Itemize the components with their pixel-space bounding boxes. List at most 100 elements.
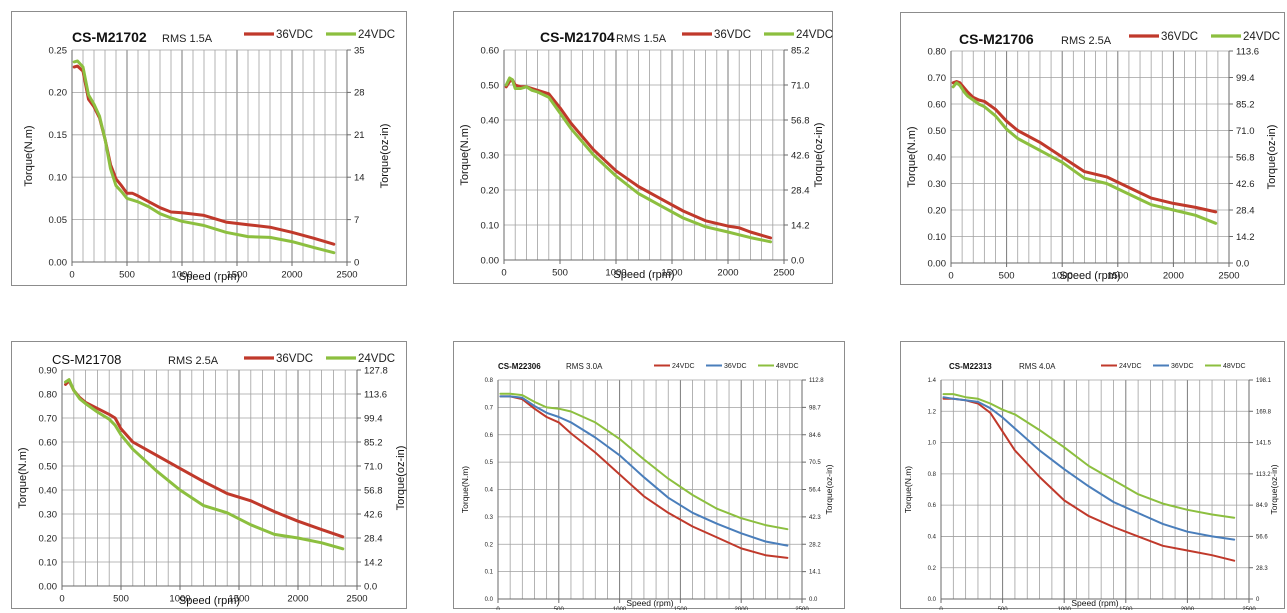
y-tick-label: 0.30 (39, 509, 58, 520)
legend-label-36vdc: 36VDC (1161, 31, 1198, 43)
y2-tick-label: 169.8 (1256, 409, 1272, 415)
x-tick-label: 2000 (287, 594, 308, 605)
series-line-36vdc (942, 396, 1236, 541)
x-tick-label: 2000 (1163, 271, 1184, 282)
y2-tick-label: 56.8 (791, 115, 810, 126)
y-tick-label: 0.25 (49, 45, 68, 56)
chart-subtitle: RMS 2.5A (1061, 35, 1112, 47)
chart-3-svg: 0.00 0.0 0.10 14.2 0.20 28.4 0.30 42.6 0.40 56.8 0… (906, 31, 1280, 282)
series-line-36vdc (951, 80, 1218, 214)
x-tick-label: 500 (119, 270, 135, 281)
x-tick-label: 2000 (281, 270, 302, 281)
y2-tick-label: 71.0 (1236, 126, 1255, 137)
y2-tick-label: 113.6 (364, 389, 387, 400)
legend-label-36vdc: 36VDC (276, 29, 313, 41)
grid-lines (71, 49, 348, 263)
x-tick-label: 0 (948, 271, 953, 282)
chart-title: CS-M21704 (540, 29, 615, 45)
y2-tick-label: 112.8 (809, 378, 824, 384)
y-tick-label: 0.6 (928, 503, 937, 509)
y2-axis-title: Torque(oz-in) (824, 464, 834, 514)
x-tick-label: 0 (69, 270, 74, 281)
x-tick-label: 1500 (661, 268, 682, 279)
x-tick-label: 2500 (1218, 271, 1239, 282)
legend-label-24vdc: 24VDC (672, 363, 695, 370)
x-tick-label: 2000 (717, 268, 738, 279)
y-tick-label: 0.20 (928, 205, 947, 216)
chart-6-svg: 0.0 0 0.2 28.3 0.4 56.6 0.6 84.9 0.8 113.2 1.0 141.… (903, 362, 1279, 610)
y2-tick-label: 141.5 (1256, 441, 1272, 447)
y-tick-label: 0.10 (39, 557, 58, 568)
y-tick-label: 0.00 (39, 581, 58, 592)
y2-tick-label: 42.6 (364, 509, 383, 520)
x-axis-title: Speed (rpm) (179, 595, 240, 607)
y-tick-label: 0.40 (39, 485, 58, 496)
legend-label-36vdc: 36VDC (724, 363, 747, 370)
y2-tick-label: 14.2 (791, 220, 810, 231)
y2-tick-label: 84.9 (1256, 503, 1268, 509)
chart-subtitle: RMS 4.0A (1019, 362, 1056, 371)
y-tick-label: 0.60 (928, 99, 947, 110)
x-tick-label: 1000 (169, 594, 190, 605)
series-line-36vdc (504, 78, 773, 240)
x-tick-label: 0 (496, 607, 500, 610)
y2-tick-label: 21 (354, 130, 365, 141)
legend-label-48vdc: 48VDC (776, 363, 799, 370)
y2-tick-label: 56.8 (1236, 152, 1255, 163)
y2-tick-label: 14.2 (364, 557, 383, 568)
y2-tick-label: 84.6 (809, 433, 821, 439)
y-tick-label: 0.8 (928, 472, 937, 478)
y-tick-label: 0.00 (49, 257, 68, 268)
chart-2-svg: 0.00 0.0 0.10 14.2 0.20 28.4 0.30 42.6 0.40 56.8 0… (459, 29, 833, 281)
y-tick-label: 0.2 (928, 566, 937, 572)
y-tick-label: 0.50 (928, 126, 947, 137)
y2-tick-label: 198.1 (1256, 378, 1272, 384)
x-axis-title: Speed (rpm) (613, 269, 674, 281)
y-tick-label: 0.30 (481, 150, 500, 161)
x-tick-label: 1000 (1058, 607, 1072, 610)
chart-cs-m21706: 0.00 0.0 0.10 14.2 0.20 28.4 0.30 42.6 0.40 56.8 0… (900, 12, 1285, 285)
series-line-24vdc (499, 395, 789, 559)
chart-title: CS-M21708 (52, 352, 121, 367)
y2-tick-label: 28.4 (364, 533, 383, 544)
legend-label-24vdc: 24VDC (796, 29, 833, 41)
y2-tick-label: 42.6 (791, 150, 810, 161)
legend-label-36vdc: 36VDC (1171, 363, 1194, 370)
y-tick-label: 1.2 (928, 409, 937, 415)
x-tick-label: 1500 (1119, 607, 1133, 610)
y2-tick-label: 113.6 (1236, 46, 1259, 57)
y-tick-label: 0.10 (928, 232, 947, 243)
y-tick-label: 0.20 (49, 88, 68, 99)
chart-1-svg: 0.00 00.05 70.10 140.15 210.20 280.25 350 500 10… (23, 29, 395, 283)
y-axis-title: Torque(N.m) (23, 125, 35, 186)
series-line-24vdc (504, 76, 773, 244)
y2-axis-title: Torque(oz-in) (379, 124, 391, 189)
y-tick-label: 0.10 (49, 173, 68, 184)
y-tick-label: 0.2 (485, 542, 494, 548)
y-axis-title: Torque(N.m) (459, 124, 471, 185)
grid-lines (61, 369, 358, 587)
grid-lines (950, 50, 1230, 264)
chart-5-svg: 0.0 0.0 0.1 14.1 0.2 28.2 0.3 42.3 0.4 56.4 0.5 70.… (460, 362, 834, 610)
y-tick-label: 0.60 (481, 45, 500, 56)
series-line-48vdc (499, 392, 789, 531)
x-tick-label: 1500 (228, 594, 249, 605)
x-tick-label: 1000 (605, 268, 626, 279)
series-line-24vdc (951, 81, 1218, 225)
y2-tick-label: 7 (354, 215, 359, 226)
series-line-24vdc (64, 378, 345, 551)
y-tick-label: 0.6 (485, 433, 494, 439)
chart-title: CS-M21702 (72, 29, 147, 45)
x-axis-title: Speed (rpm) (626, 598, 673, 608)
y2-axis-title: Torque(oz-in) (1269, 464, 1279, 514)
chart-4-svg: 0.00 0.0 0.10 14.2 0.20 28.4 0.30 42.6 0.40 56.8 0… (17, 352, 407, 607)
y-tick-label: 0.40 (928, 152, 947, 163)
y-tick-label: 0.7 (485, 405, 494, 411)
x-tick-label: 2500 (773, 268, 794, 279)
grid-lines (497, 379, 803, 600)
y2-tick-label: 28.4 (791, 185, 810, 196)
chart-subtitle: RMS 3.0A (566, 362, 603, 371)
chart-cs-m22306: 0.0 0.0 0.1 14.1 0.2 28.2 0.3 42.3 0.4 56.4 0.5 70.… (453, 341, 845, 610)
chart-cs-m21702: 0.00 0 0.05 7 0.10 14 0.15 21 0.20 28 0.25 35 0 500 10… (11, 11, 407, 286)
y-axis-title: Torque(N.m) (17, 447, 29, 508)
